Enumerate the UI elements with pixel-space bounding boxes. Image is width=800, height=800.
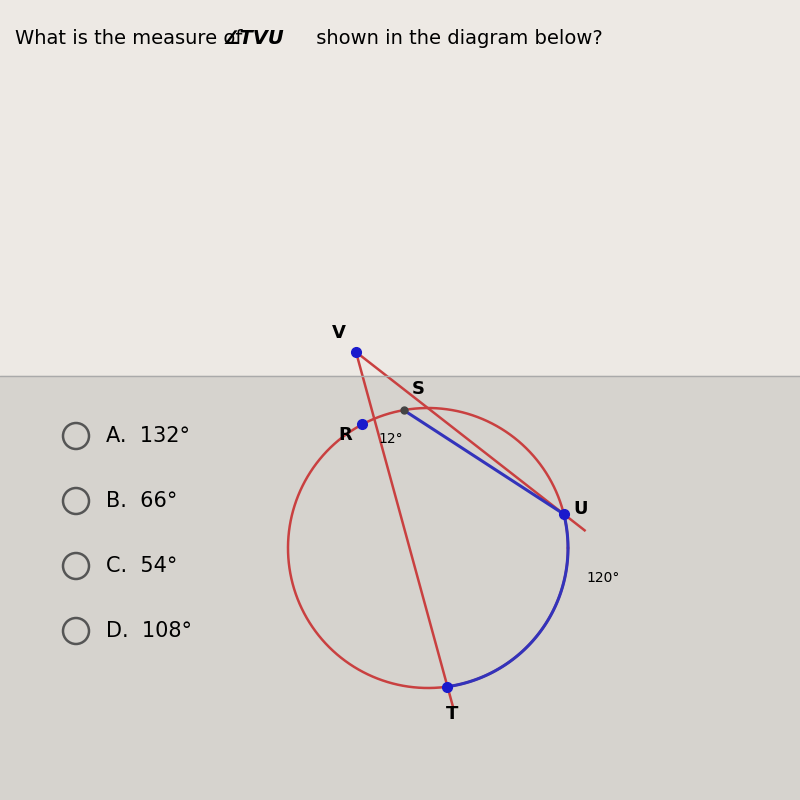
Text: B.  66°: B. 66°: [106, 491, 178, 511]
Text: What is the measure of: What is the measure of: [15, 29, 249, 47]
Text: 120°: 120°: [586, 571, 619, 585]
Text: T: T: [446, 705, 458, 722]
Bar: [0, 0, 800, 376]
Text: A.  132°: A. 132°: [106, 426, 190, 446]
Text: ∠TVU: ∠TVU: [222, 29, 284, 47]
Text: S: S: [412, 380, 425, 398]
Text: U: U: [574, 500, 588, 518]
Text: R: R: [338, 426, 352, 444]
Text: C.  54°: C. 54°: [106, 556, 178, 576]
Bar: [0, 376, 800, 800]
Text: 12°: 12°: [378, 432, 403, 446]
Text: shown in the diagram below?: shown in the diagram below?: [310, 29, 602, 47]
Text: D.  108°: D. 108°: [106, 621, 192, 641]
Text: V: V: [332, 324, 346, 342]
